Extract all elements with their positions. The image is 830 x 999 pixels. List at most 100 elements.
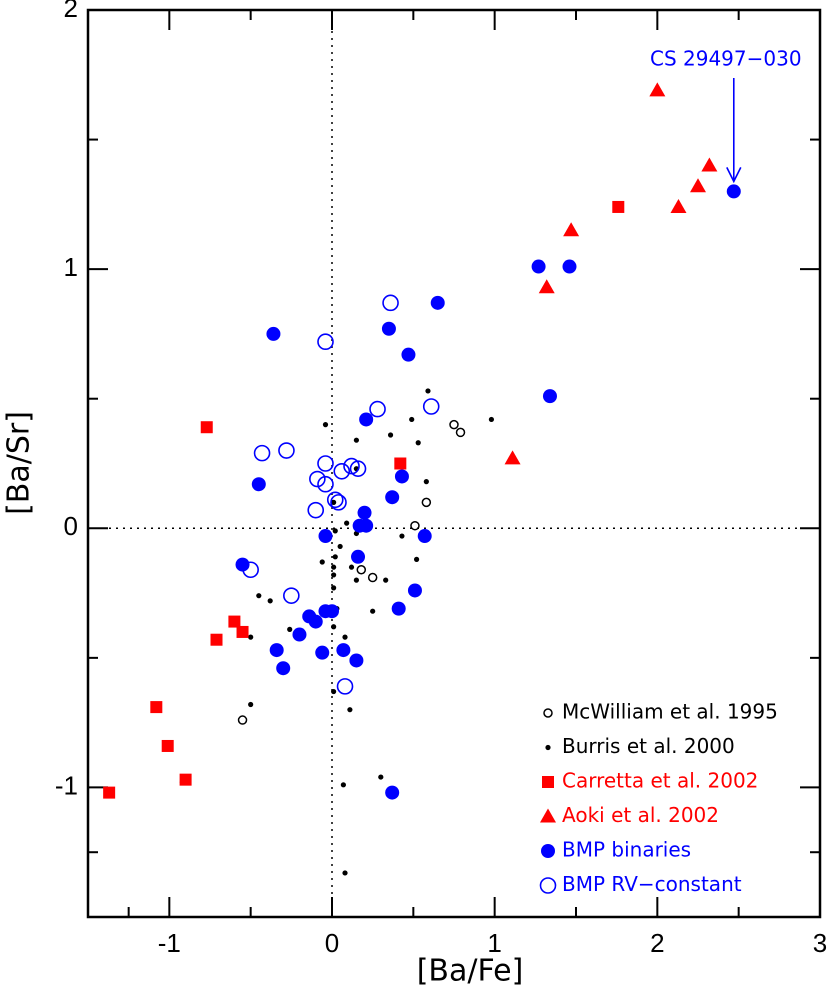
marker: [317, 455, 334, 472]
marker: [332, 554, 338, 560]
marker: [356, 564, 367, 575]
marker: [309, 470, 326, 488]
series: [504, 82, 718, 465]
x-tick-label: 1: [487, 928, 501, 958]
y-tick-label: 1: [64, 252, 78, 282]
marker: [251, 477, 266, 492]
series: [179, 388, 495, 876]
marker: [179, 773, 192, 786]
marker: [348, 564, 355, 570]
series: [237, 419, 466, 725]
marker: [413, 556, 420, 562]
legend-label: Carretta et al. 2002: [562, 769, 758, 793]
marker: [344, 520, 350, 526]
marker: [349, 460, 367, 477]
marker: [563, 222, 580, 237]
marker: [455, 427, 466, 438]
marker: [342, 870, 348, 876]
marker: [331, 688, 337, 695]
marker: [236, 625, 249, 638]
marker: [417, 529, 432, 544]
marker: [422, 398, 440, 415]
marker: [409, 416, 415, 423]
marker: [150, 701, 163, 714]
marker: [357, 505, 372, 520]
marker: [237, 715, 248, 725]
marker: [103, 786, 116, 799]
marker: [385, 785, 400, 800]
marker: [353, 437, 359, 443]
marker: [382, 294, 399, 312]
marker: [540, 808, 556, 823]
marker: [330, 494, 347, 511]
marker: [430, 295, 445, 310]
marker: [210, 633, 223, 646]
marker: [562, 259, 577, 274]
y-tick-label: 2: [64, 0, 78, 23]
legend-label: BMP binaries: [562, 838, 691, 862]
marker: [267, 598, 273, 604]
marker: [539, 877, 557, 894]
x-tick-label: 3: [813, 928, 827, 958]
x-axis-label: [Ba/Fe]: [417, 954, 524, 989]
marker: [612, 200, 625, 213]
marker: [401, 347, 416, 362]
marker: [331, 499, 337, 505]
marker: [385, 490, 400, 505]
marker: [351, 549, 366, 564]
marker: [266, 326, 281, 341]
marker: [248, 701, 254, 708]
marker: [333, 462, 351, 480]
marker: [253, 444, 271, 462]
marker: [378, 774, 384, 780]
y-tick-label: -1: [55, 770, 78, 800]
marker: [161, 739, 174, 752]
marker: [292, 627, 307, 642]
marker: [543, 708, 553, 718]
legend-label: Aoki et al. 2002: [562, 803, 719, 827]
marker: [449, 419, 459, 430]
marker: [359, 412, 374, 427]
marker: [322, 422, 329, 428]
marker: [308, 614, 323, 629]
marker: [331, 624, 337, 630]
marker: [538, 279, 555, 294]
marker: [670, 198, 687, 213]
plot-frame: [86, 8, 822, 919]
marker: [331, 564, 337, 570]
marker: [228, 615, 241, 628]
marker: [315, 645, 330, 660]
marker: [200, 421, 213, 434]
marker: [415, 440, 421, 446]
x-tick-label: 0: [325, 928, 339, 958]
marker: [410, 520, 420, 531]
x-tick-label: 2: [650, 928, 664, 958]
series: [103, 200, 625, 799]
series: [242, 294, 440, 695]
marker: [542, 389, 557, 404]
marker: [391, 601, 406, 616]
marker: [545, 744, 551, 751]
marker: [326, 491, 344, 509]
annotation-arrowhead: [726, 167, 742, 184]
marker: [425, 388, 431, 394]
marker: [318, 529, 333, 544]
marker: [701, 157, 718, 172]
marker: [649, 82, 666, 97]
marker: [399, 533, 405, 539]
legend-label: BMP RV−constant: [562, 872, 742, 896]
marker: [287, 626, 293, 632]
x-tick-label: -1: [158, 928, 181, 958]
y-axis-label: [Ba/Sr]: [2, 411, 37, 515]
marker: [317, 333, 334, 351]
marker: [319, 559, 325, 565]
marker: [331, 572, 337, 578]
marker: [542, 776, 554, 788]
marker: [349, 653, 364, 668]
marker: [394, 457, 407, 470]
legend-label: Burris et al. 2000: [562, 734, 735, 758]
marker: [353, 577, 359, 583]
marker: [278, 442, 295, 459]
marker: [325, 604, 339, 619]
